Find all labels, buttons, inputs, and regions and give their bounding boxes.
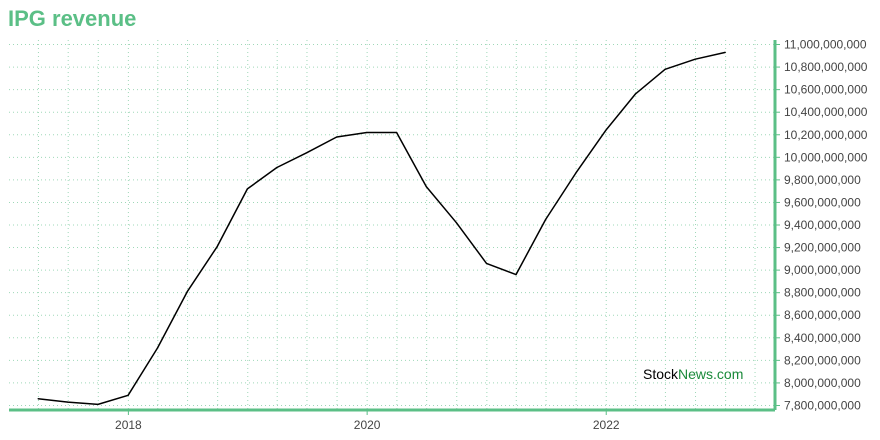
chart-axes [9, 40, 780, 415]
data-point [425, 186, 427, 188]
y-tick-label: 10,000,000,000 [784, 150, 868, 164]
data-point [127, 394, 129, 396]
y-tick-label: 8,400,000,000 [784, 331, 861, 345]
data-point [306, 152, 308, 154]
watermark-stock: Stock [643, 366, 679, 382]
data-point [605, 129, 607, 131]
stocknews-watermark: StockNews.com [643, 366, 743, 382]
y-tick-label: 10,400,000,000 [784, 105, 868, 119]
data-point [246, 188, 249, 190]
y-tick-label: 8,200,000,000 [784, 353, 861, 367]
y-tick-label: 9,200,000,000 [784, 241, 861, 255]
data-point [67, 401, 69, 403]
data-point [515, 274, 517, 276]
chart-title: IPG revenue [8, 6, 137, 31]
revenue-line [38, 51, 726, 406]
y-tick-label: 9,400,000,000 [784, 218, 861, 232]
y-tick-label: 11,000,000,000 [784, 38, 867, 52]
x-tick-label: 2018 [115, 418, 142, 432]
data-point [634, 93, 636, 95]
data-point [694, 58, 696, 60]
data-point [156, 347, 159, 349]
y-tick-label: 8,800,000,000 [784, 286, 861, 300]
data-point [336, 136, 338, 138]
y-tick-label: 10,200,000,000 [784, 128, 868, 142]
data-point [455, 222, 458, 224]
data-point [366, 131, 368, 134]
data-point [485, 262, 488, 264]
y-tick-labels: 7,800,000,000 8,000,000,000 8,200,000,000 8… [784, 38, 868, 413]
data-point [664, 68, 666, 70]
y-tick-label: 9,800,000,000 [784, 173, 861, 187]
horizontal-gridlines [9, 44, 775, 406]
y-tick-label: 7,800,000,000 [784, 398, 861, 412]
data-point [276, 166, 278, 169]
y-tick-label: 8,600,000,000 [784, 308, 861, 322]
vertical-gridlines [37, 40, 756, 410]
y-tick-label: 10,800,000,000 [784, 60, 868, 74]
y-tick-label: 8,000,000,000 [784, 376, 861, 390]
data-point [216, 245, 218, 248]
x-tick-labels: 2018 2020 2022 [115, 418, 620, 432]
data-point [37, 398, 39, 400]
watermark-news: News.com [678, 366, 743, 382]
data-point [186, 290, 188, 293]
series-group [37, 51, 726, 406]
x-tick-label: 2020 [354, 418, 381, 432]
data-point [575, 172, 577, 174]
y-tick-label: 9,000,000,000 [784, 263, 861, 277]
y-tick-label: 10,600,000,000 [784, 83, 868, 97]
data-point [97, 403, 99, 405]
y-tick-label: 9,600,000,000 [784, 195, 861, 209]
x-tick-label: 2022 [593, 418, 620, 432]
data-point [724, 51, 726, 54]
data-point [545, 218, 547, 220]
data-point [395, 131, 398, 134]
